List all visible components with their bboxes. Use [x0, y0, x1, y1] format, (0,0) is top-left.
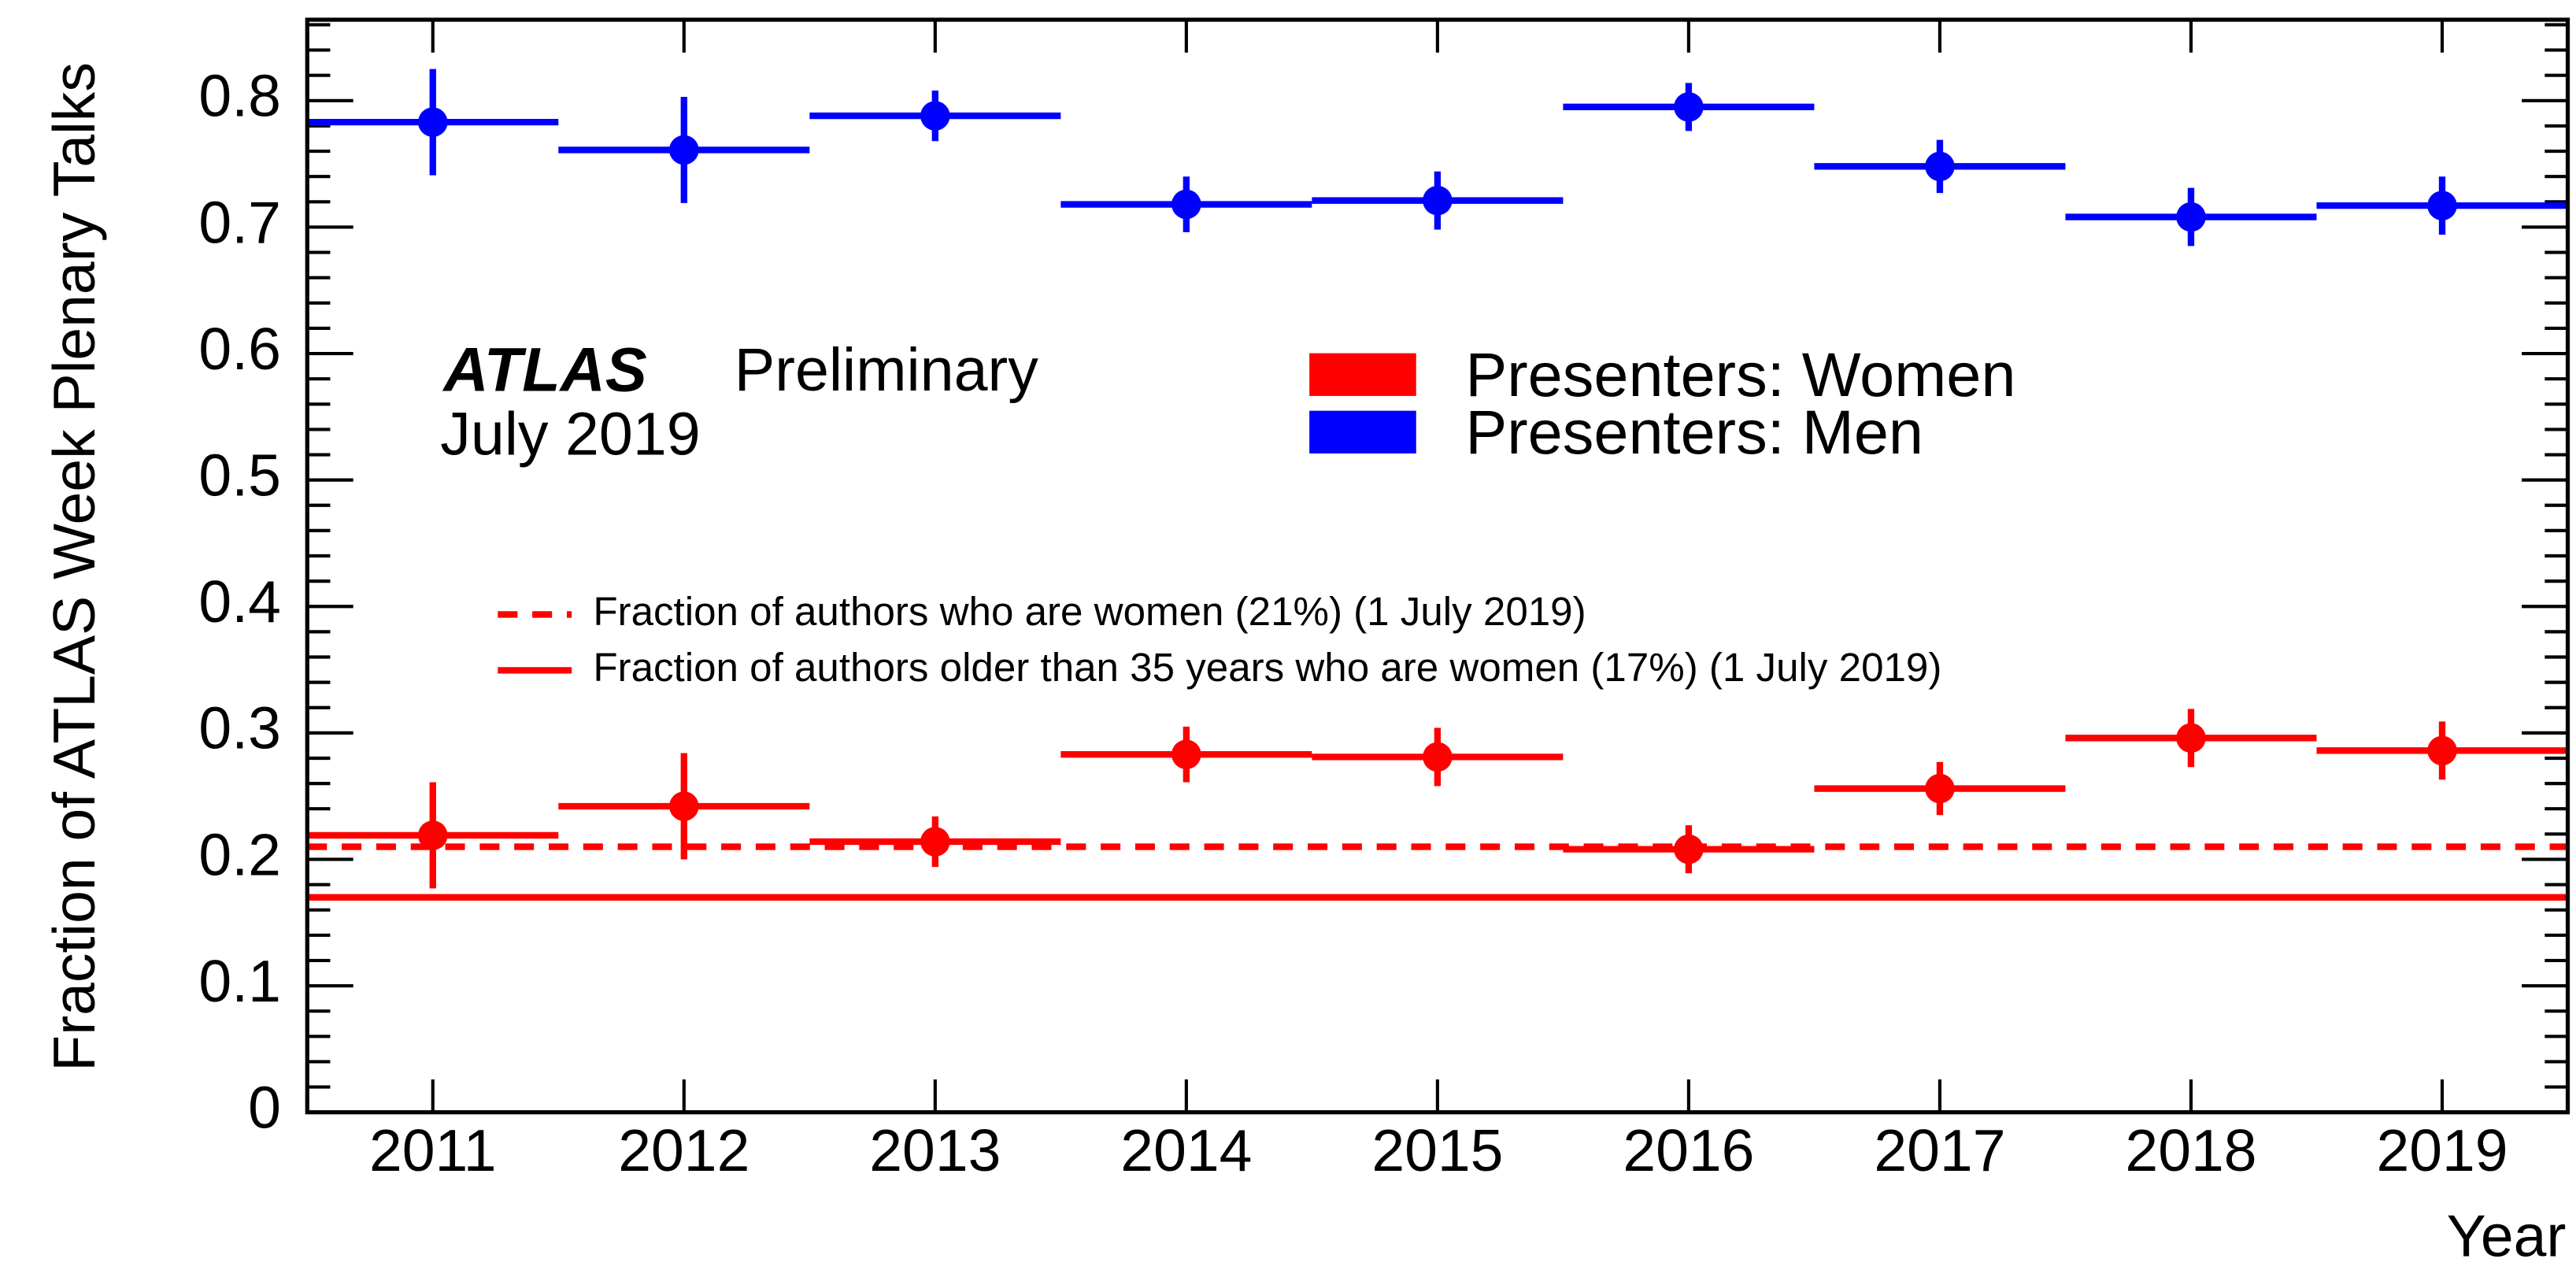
x-tick-label: 2012 — [618, 1117, 749, 1183]
x-tick-label: 2018 — [2125, 1117, 2256, 1183]
legend-label: Presenters: Women — [1465, 339, 2015, 409]
x-tick-label: 2013 — [869, 1117, 1001, 1183]
data-point — [2427, 735, 2457, 766]
data-point — [1423, 742, 1453, 772]
data-point — [669, 135, 699, 165]
y-tick-label: 0.8 — [198, 63, 280, 129]
status-label: Preliminary — [735, 336, 1038, 404]
y-tick-label: 0.6 — [198, 316, 280, 382]
y-tick-label: 0.5 — [198, 442, 280, 508]
y-tick-label: 0.2 — [198, 821, 280, 887]
x-tick-label: 2017 — [1874, 1117, 2005, 1183]
data-point — [920, 827, 950, 857]
data-point — [2427, 191, 2457, 220]
legend-line-label: Fraction of authors older than 35 years … — [593, 645, 1941, 690]
x-tick-label: 2016 — [1623, 1117, 1754, 1183]
y-tick-label: 0.7 — [198, 189, 280, 255]
y-tick-label: 0.4 — [198, 568, 280, 635]
data-point — [1674, 92, 1704, 122]
x-tick-label: 2019 — [2376, 1117, 2508, 1183]
data-point — [1674, 834, 1704, 865]
data-point — [417, 820, 448, 850]
y-tick-label: 0.3 — [198, 695, 280, 761]
data-point — [1171, 739, 1201, 769]
x-tick-label: 2014 — [1120, 1117, 1252, 1183]
date-label: July 2019 — [440, 401, 700, 468]
data-point — [417, 107, 448, 137]
plot-frame — [305, 17, 2570, 1115]
data-point — [669, 791, 699, 821]
x-axis-label: Year — [2447, 1202, 2567, 1268]
legend-swatch — [1309, 410, 1416, 454]
data-point — [1925, 151, 1955, 182]
y-tick-label: 0.1 — [198, 948, 280, 1014]
data-point — [2176, 723, 2206, 753]
x-tick-label: 2011 — [369, 1117, 497, 1183]
y-tick-label: 0 — [248, 1075, 281, 1141]
data-point — [1171, 189, 1201, 220]
legend-line-label: Fraction of authors who are women (21%) … — [593, 589, 1586, 634]
data-point — [920, 101, 950, 131]
y-axis-label: Fraction of ATLAS Week Plenary Talks — [41, 62, 107, 1072]
data-point — [2176, 202, 2206, 232]
x-tick-label: 2015 — [1371, 1117, 1503, 1183]
experiment-label: ATLAS — [442, 335, 646, 405]
data-point — [1925, 773, 1955, 804]
legend-label: Presenters: Men — [1465, 397, 1923, 467]
legend-swatch — [1309, 353, 1416, 396]
data-point — [1423, 185, 1453, 216]
